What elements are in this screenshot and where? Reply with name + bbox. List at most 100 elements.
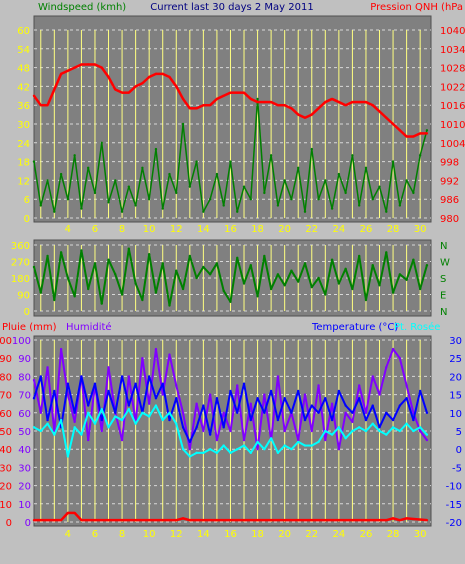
- humidity-segment: [324, 403, 334, 441]
- axis-tick-label: S: [440, 274, 446, 285]
- axis-tick-label: 270: [11, 258, 30, 269]
- pressure-segment: [32, 95, 42, 106]
- axis-tick-label: 10: [449, 409, 462, 420]
- temperature-segment: [46, 390, 56, 421]
- dewpoint-segment: [412, 426, 421, 432]
- humidity-point: [425, 438, 429, 442]
- windspeed-segment: [344, 155, 354, 194]
- dewpoint-segment: [209, 448, 218, 454]
- windspeed-segment: [311, 148, 320, 200]
- windspeed-segment: [283, 180, 293, 200]
- humidity-segment: [263, 394, 273, 441]
- axis-tick-label: 0: [456, 445, 462, 456]
- axis-tick-label: 10: [18, 500, 31, 511]
- dewpoint-segment: [256, 441, 266, 450]
- axis-tick-label: 54: [17, 45, 30, 56]
- humidity-segment: [371, 376, 381, 395]
- axis-tick-label: 5: [456, 427, 462, 438]
- axis-tick-label: 1028: [440, 64, 465, 75]
- humidity-segment: [290, 412, 300, 441]
- pressure-segment: [412, 132, 421, 138]
- windspeed-segment: [405, 180, 415, 194]
- humidity-segment: [202, 394, 212, 432]
- axis-tick-label: -15: [446, 500, 462, 511]
- day-tick-label: 30: [414, 529, 427, 540]
- wind-direction-segment: [127, 248, 137, 284]
- day-tick-label: 10: [143, 224, 156, 235]
- wind-direction-segment: [270, 273, 279, 290]
- windspeed-segment: [263, 155, 272, 194]
- pressure-segment: [243, 91, 252, 100]
- pressure-segment: [162, 72, 171, 79]
- wind-direction-segment: [188, 255, 198, 279]
- windspeed-segment: [236, 186, 245, 212]
- rain-axis: 0 10 20 30 40 50 60 70 80 90 100: [0, 336, 12, 529]
- axis-tick-label: 30: [449, 336, 462, 347]
- humidity-segment: [378, 367, 388, 395]
- windspeed-segment: [270, 155, 279, 206]
- temperature-segment: [121, 376, 130, 406]
- temperature-segment: [385, 412, 394, 421]
- windspeed-segment: [40, 180, 49, 206]
- axis-tick-label: 6: [24, 195, 30, 206]
- bottom-grid: [34, 339, 431, 523]
- windspeed-segment: [148, 148, 157, 200]
- temperature-segment: [243, 383, 252, 421]
- pressure-segment: [284, 104, 292, 110]
- day-tick-label: 8: [119, 529, 125, 540]
- axis-tick-label: 1004: [440, 139, 465, 150]
- day-tick-label: 26: [360, 224, 373, 235]
- pressure-axis-label: Pression QNH (hPa: [370, 2, 463, 13]
- windspeed-segment: [209, 173, 218, 200]
- dewpoint-segment: [331, 426, 340, 436]
- wind-direction-segment: [283, 270, 293, 286]
- temperature-segment: [358, 397, 367, 421]
- axis-tick-label: 60: [18, 409, 31, 420]
- windspeed-segment: [195, 161, 205, 212]
- dewpoint-segment: [358, 426, 367, 432]
- windspeed-segment: [175, 123, 184, 194]
- axis-tick-label: 80: [0, 372, 12, 383]
- humidity-legend: Humidité: [66, 321, 112, 333]
- temperature-segment: [39, 376, 49, 421]
- humidity-segment: [392, 348, 401, 359]
- temperature-segment: [365, 405, 374, 421]
- temperature-segment: [141, 376, 151, 413]
- top-day-axis: 4 6 8 10 12 14 16 18 20 22 24 26 28 30: [65, 224, 427, 235]
- windspeed-segment: [202, 198, 211, 213]
- pressure-segment: [331, 97, 340, 104]
- wind-direction-segment: [324, 259, 334, 295]
- dewpoint-segment: [317, 430, 327, 443]
- windspeed-segment: [385, 161, 394, 212]
- wind-direction-segment: [66, 277, 76, 297]
- windspeed-segment: [168, 173, 177, 194]
- windspeed-segment: [412, 155, 421, 194]
- dewpoint-segment: [372, 423, 381, 432]
- pressure-segment: [297, 113, 306, 119]
- temperature-segment: [256, 397, 266, 414]
- dewpoint-segment: [94, 408, 103, 425]
- pressure-segment: [223, 91, 231, 97]
- temperature-segment: [317, 397, 327, 414]
- wind-direction-segment: [148, 253, 157, 293]
- wind-direction-segment: [33, 266, 42, 293]
- windspeed-segment: [161, 173, 171, 209]
- pressure-segment: [365, 100, 374, 107]
- windspeed-series: [32, 97, 429, 213]
- windspeed-segment: [250, 98, 259, 200]
- dewpoint-segment: [107, 415, 117, 428]
- pressure-segment: [310, 107, 320, 116]
- temperature-segment: [392, 405, 401, 421]
- axis-tick-label: 20: [449, 372, 462, 383]
- temperature-segment: [371, 405, 381, 428]
- pressure-segment: [74, 63, 82, 69]
- temperature-segment: [209, 398, 218, 435]
- wind-direction-segment: [263, 255, 273, 290]
- pressure-segment: [392, 123, 401, 132]
- dewpoint-segment: [277, 444, 286, 454]
- day-tick-label: 20: [278, 224, 291, 235]
- pressure-segment: [338, 100, 347, 107]
- dewpoint-segment: [263, 437, 272, 450]
- temperature-segment: [311, 404, 320, 414]
- day-tick-label: 16: [224, 224, 237, 235]
